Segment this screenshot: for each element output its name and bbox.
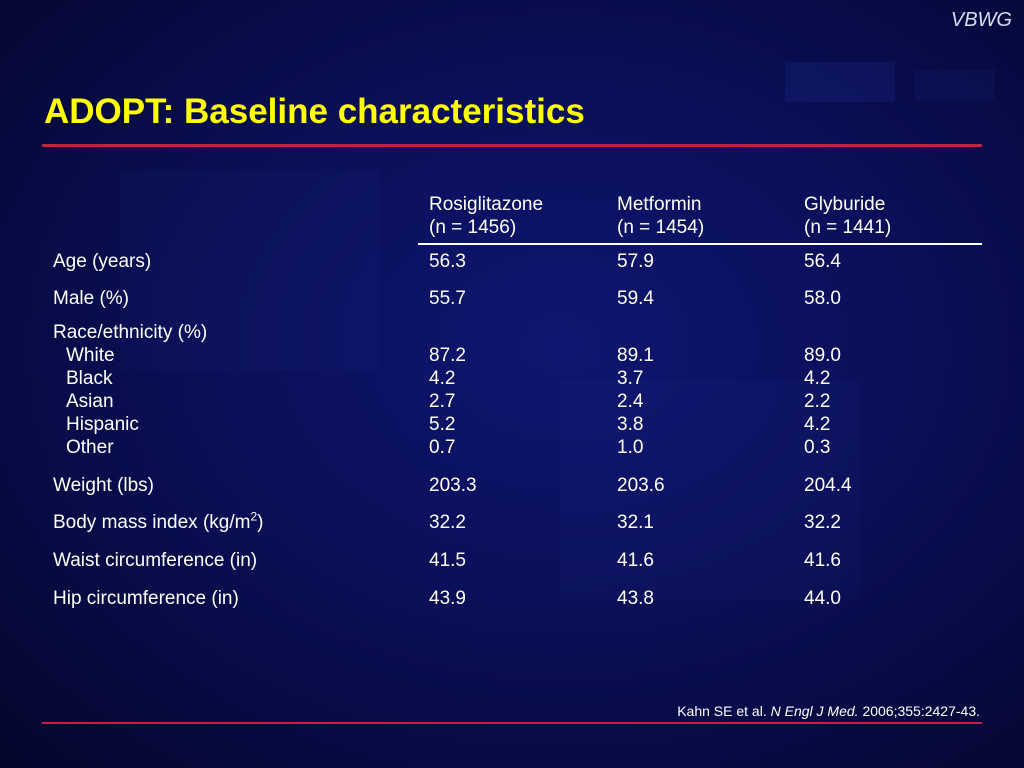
cell-value: 43.9 <box>429 588 466 609</box>
footer-divider <box>42 722 982 724</box>
cell-value: 41.6 <box>617 550 654 571</box>
citation-journal: N Engl J Med. <box>770 703 859 719</box>
column-header-rosiglitazone: Rosiglitazone (n = 1456) <box>429 193 543 239</box>
row-label: Body mass index (kg/m2) <box>53 511 263 534</box>
slide-title: ADOPT: Baseline characteristics <box>44 92 585 131</box>
cell-value: 0.3 <box>804 437 831 458</box>
row-label: Age (years) <box>53 251 152 272</box>
cell-value: 203.6 <box>617 475 665 496</box>
cell-value: 32.1 <box>617 512 654 533</box>
cell-value: 204.4 <box>804 475 852 496</box>
cell-value: 58.0 <box>804 288 841 309</box>
background-block <box>120 170 380 370</box>
cell-value: 4.2 <box>429 368 456 389</box>
row-label: White <box>66 345 115 366</box>
cell-value: 5.2 <box>429 414 456 435</box>
cell-value: 3.8 <box>617 414 644 435</box>
column-n: (n = 1456) <box>429 217 517 238</box>
cell-value: 0.7 <box>429 437 456 458</box>
column-n: (n = 1454) <box>617 217 705 238</box>
cell-value: 89.1 <box>617 345 654 366</box>
column-name: Glyburide <box>804 194 886 215</box>
cell-value: 4.2 <box>804 368 831 389</box>
column-header-glyburide: Glyburide (n = 1441) <box>804 193 891 239</box>
citation-authors: Kahn SE et al. <box>677 703 767 719</box>
cell-value: 2.2 <box>804 391 831 412</box>
row-label-suffix: ) <box>257 512 264 533</box>
cell-value: 1.0 <box>617 437 644 458</box>
cell-value: 4.2 <box>804 414 831 435</box>
row-label: Black <box>66 368 113 389</box>
cell-value: 43.8 <box>617 588 654 609</box>
cell-value: 2.4 <box>617 391 644 412</box>
row-label: Other <box>66 437 114 458</box>
cell-value: 41.6 <box>804 550 841 571</box>
cell-value: 56.4 <box>804 251 841 272</box>
cell-value: 2.7 <box>429 391 456 412</box>
row-label-text: Body mass index (kg/m <box>53 512 251 533</box>
cell-value: 89.0 <box>804 345 841 366</box>
row-label: Asian <box>66 391 114 412</box>
column-n: (n = 1441) <box>804 217 892 238</box>
citation-reference: 2006;355:2427-43. <box>862 703 980 719</box>
citation: Kahn SE et al. N Engl J Med. 2006;355:24… <box>677 703 980 719</box>
row-group-label: Race/ethnicity (%) <box>53 322 208 343</box>
row-label: Hip circumference (in) <box>53 588 239 609</box>
title-divider <box>42 144 982 147</box>
row-label: Male (%) <box>53 288 130 309</box>
cell-value: 32.2 <box>804 512 841 533</box>
column-header-metformin: Metformin (n = 1454) <box>617 193 704 239</box>
superscript: 2 <box>250 509 258 524</box>
background-block <box>785 62 895 102</box>
column-name: Metformin <box>617 194 702 215</box>
row-label: Hispanic <box>66 414 139 435</box>
cell-value: 32.2 <box>429 512 466 533</box>
cell-value: 56.3 <box>429 251 466 272</box>
column-name: Rosiglitazone <box>429 194 544 215</box>
brand-logo: VBWG <box>950 9 1012 31</box>
background-block <box>915 70 995 100</box>
row-label: Waist circumference (in) <box>53 550 258 571</box>
cell-value: 203.3 <box>429 475 477 496</box>
row-label: Weight (lbs) <box>53 475 155 496</box>
background-block <box>560 380 860 600</box>
cell-value: 55.7 <box>429 288 466 309</box>
header-divider <box>418 243 982 245</box>
cell-value: 44.0 <box>804 588 841 609</box>
cell-value: 87.2 <box>429 345 466 366</box>
cell-value: 57.9 <box>617 251 654 272</box>
cell-value: 3.7 <box>617 368 644 389</box>
cell-value: 41.5 <box>429 550 466 571</box>
cell-value: 59.4 <box>617 288 654 309</box>
